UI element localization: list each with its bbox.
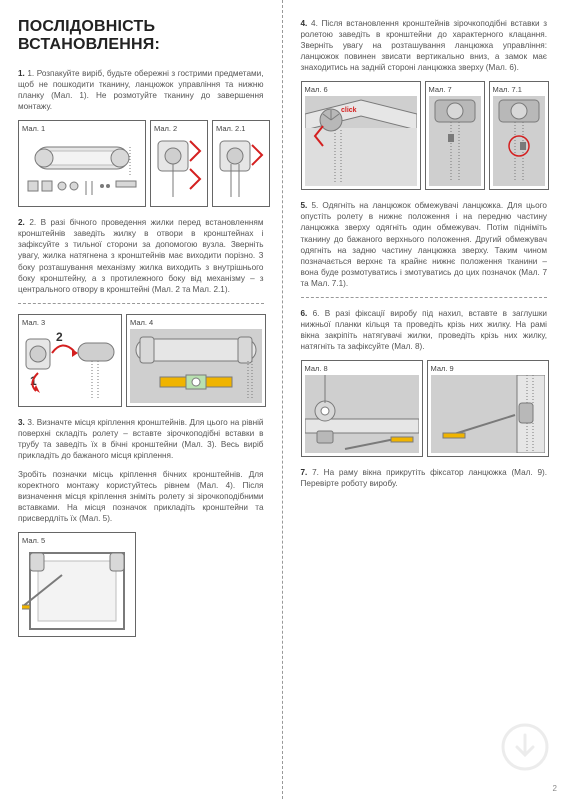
figure-7-1-svg	[493, 96, 545, 186]
step-7-text: 7. 7. На раму вікна прикрутіть фіксатор …	[301, 467, 548, 489]
figure-6-svg: click	[305, 96, 417, 186]
step-5-body: 5. Одягніть на ланцюжок обмежувачі ланцю…	[301, 201, 548, 287]
figure-1: Мал. 1	[18, 120, 146, 207]
figure-5: Мал. 5	[18, 532, 136, 637]
figrow-3-4: Мал. 3 1 2 Мал. 4	[18, 314, 264, 407]
page: ПОСЛІДОВНІСТЬ ВСТАНОВЛЕННЯ: 1. 1. Розпак…	[0, 0, 565, 799]
figrow-1-2: Мал. 1	[18, 120, 264, 207]
figure-7: Мал. 7	[425, 81, 485, 190]
divider-left	[18, 303, 264, 304]
step-7-body: 7. На раму вікна прикрутіть фіксатор лан…	[301, 468, 548, 488]
left-column: ПОСЛІДОВНІСТЬ ВСТАНОВЛЕННЯ: 1. 1. Розпак…	[0, 0, 283, 799]
figure-2-1: Мал. 2.1	[212, 120, 270, 207]
step-6-text: 6. 6. В разі фіксації виробу під нахил, …	[301, 308, 548, 352]
step-4-body: 4. Після встановлення кронштейнів зірочк…	[301, 19, 548, 72]
watermark-icon	[501, 723, 549, 771]
figure-6: Мал. 6 click	[301, 81, 421, 190]
figure-2-1-caption: Мал. 2.1	[216, 124, 266, 133]
right-column: 4. 4. Після встановлення кронштейнів зір…	[283, 0, 565, 799]
figure-3-svg: 1 2	[22, 329, 118, 403]
figure-2-svg	[154, 135, 204, 203]
figure-1-svg	[22, 135, 142, 203]
figure-4-svg	[130, 329, 262, 403]
figure-6-caption: Мал. 6	[305, 85, 417, 94]
heading: ПОСЛІДОВНІСТЬ ВСТАНОВЛЕННЯ:	[18, 18, 264, 54]
figure-8-svg	[305, 375, 419, 453]
figure-7-1-caption: Мал. 7.1	[493, 85, 545, 94]
step-5-text: 5. 5. Одягніть на ланцюжок обмежувачі ла…	[301, 200, 548, 289]
step-2-body: 2. В разі бічного проведення жилки перед…	[18, 218, 264, 293]
figure-7-svg	[429, 96, 481, 186]
svg-text:2: 2	[56, 330, 63, 344]
figrow-6-7: Мал. 6 click Мал. 7	[301, 81, 548, 190]
figure-4-caption: Мал. 4	[130, 318, 262, 327]
step-3a-body: 3. Визначте місця кріплення кронштейнів.…	[18, 418, 264, 460]
figrow-5: Мал. 5	[18, 532, 264, 637]
figure-2-caption: Мал. 2	[154, 124, 204, 133]
step-2-text: 2. 2. В разі бічного проведення жилки пе…	[18, 217, 264, 294]
divider-right	[301, 297, 548, 298]
figure-9-caption: Мал. 9	[431, 364, 545, 373]
figure-4: Мал. 4	[126, 314, 266, 407]
step-3b-text: Зробіть позначки місць кріплення бічних …	[18, 469, 264, 524]
step-1-body: 1. Розпакуйте виріб, будьте обережні з г…	[18, 69, 264, 111]
figure-1-caption: Мал. 1	[22, 124, 142, 133]
figure-5-svg	[22, 547, 132, 633]
figure-5-caption: Мал. 5	[22, 536, 132, 545]
page-number: 2	[553, 784, 557, 793]
step-3a-text: 3. 3. Визначте місця кріплення кронштейн…	[18, 417, 264, 461]
figure-8: Мал. 8	[301, 360, 423, 457]
click-label: click	[341, 107, 357, 114]
figure-8-caption: Мал. 8	[305, 364, 419, 373]
figure-9-svg	[431, 375, 545, 453]
figure-7-caption: Мал. 7	[429, 85, 481, 94]
step-4-text: 4. 4. Після встановлення кронштейнів зір…	[301, 18, 548, 73]
figure-2-1-svg	[216, 135, 266, 203]
figure-9: Мал. 9	[427, 360, 549, 457]
step-6-body: 6. В разі фіксації виробу під нахил, вст…	[301, 309, 548, 351]
figure-7-1: Мал. 7.1	[489, 81, 549, 190]
step-1-text: 1. 1. Розпакуйте виріб, будьте обережні …	[18, 68, 264, 112]
figrow-8-9: Мал. 8 Мал. 9	[301, 360, 548, 457]
figure-2: Мал. 2	[150, 120, 208, 207]
figure-3: Мал. 3 1 2	[18, 314, 122, 407]
figure-3-caption: Мал. 3	[22, 318, 118, 327]
